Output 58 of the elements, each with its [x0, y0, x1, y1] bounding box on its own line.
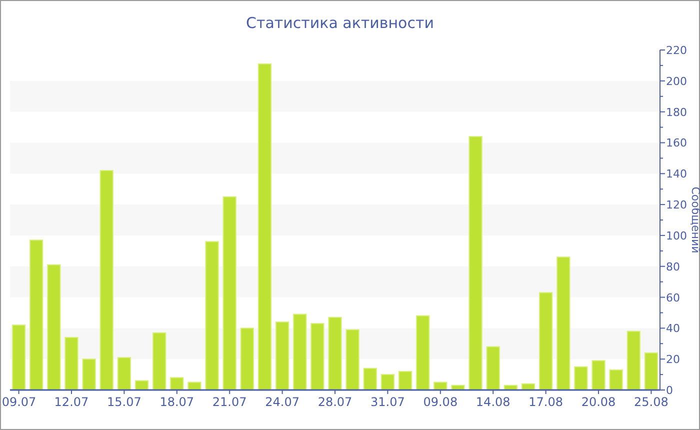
bar [328, 316, 342, 390]
bar [486, 346, 500, 390]
x-tick-label: 15.07 [107, 395, 142, 409]
x-tick-label: 24.07 [265, 395, 300, 409]
x-tick-label: 31.07 [370, 395, 405, 409]
bar [538, 292, 553, 390]
bar [416, 315, 430, 390]
bar [380, 374, 395, 390]
bar [134, 380, 149, 390]
x-tick-label: 09.08 [423, 395, 458, 409]
chart-title: Статистика активности [246, 14, 434, 32]
bar [398, 370, 412, 390]
bar [644, 352, 658, 390]
bar [556, 256, 570, 390]
bar [574, 366, 588, 390]
x-tick-label: 17.08 [528, 395, 563, 409]
bar [258, 63, 272, 390]
bar [30, 240, 44, 390]
x-tick-label: 09.07 [2, 395, 36, 409]
y-tick-label: 120 [666, 198, 687, 212]
bar [82, 358, 96, 390]
bar [222, 196, 236, 390]
y-tick-label: 80 [666, 260, 680, 274]
bar [609, 369, 623, 390]
bar [275, 322, 290, 390]
x-tick-label: 21.07 [212, 395, 247, 409]
y-tick-label: 20 [666, 353, 680, 366]
bar [117, 357, 132, 390]
y-tick-label: 220 [666, 44, 687, 57]
bar [47, 264, 61, 390]
y-tick-label: 200 [666, 74, 687, 88]
y-tick-label: 0 [666, 384, 673, 397]
y-tick-label: 180 [666, 106, 687, 119]
bar [205, 241, 219, 390]
bar [363, 368, 377, 390]
bar [310, 323, 324, 390]
bar [64, 336, 78, 390]
x-tick-label: 28.07 [318, 395, 352, 409]
bar [100, 170, 114, 390]
x-tick-label: 18.07 [160, 395, 194, 409]
y-tick-label: 140 [666, 168, 687, 181]
bar [170, 377, 184, 390]
bar [626, 330, 640, 390]
y-tick-label: 60 [666, 291, 680, 304]
bar [12, 324, 26, 390]
x-tick-label: 25.08 [634, 395, 668, 409]
x-tick-label: 12.07 [54, 395, 89, 409]
bar [468, 136, 482, 390]
bar [592, 360, 606, 390]
bar [346, 329, 360, 390]
y-tick-label: 100 [666, 229, 687, 242]
x-tick-label: 20.08 [581, 395, 616, 409]
bar [293, 314, 307, 390]
x-tick-label: 14.08 [476, 395, 510, 409]
bar [152, 332, 166, 390]
y-tick-label: 160 [666, 136, 687, 150]
bar [240, 328, 254, 390]
y-tick-label: 40 [666, 322, 680, 336]
